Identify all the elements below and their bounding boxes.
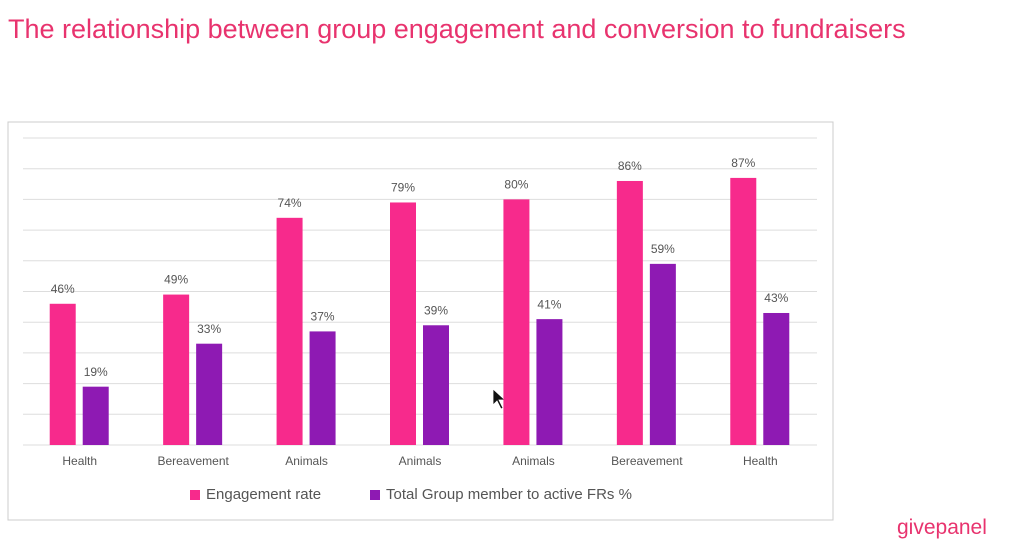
data-label: 86% [618,159,642,173]
legend-swatch [370,490,380,500]
x-tick-label: Bereavement [611,454,683,468]
data-label: 43% [764,291,788,305]
data-label: 39% [424,303,448,317]
bar [49,303,76,445]
bar [616,180,643,446]
data-label: 49% [164,273,188,287]
bar [82,386,109,445]
bar [423,325,449,445]
chart-frame [7,121,834,521]
bar [730,177,757,445]
data-label: 79% [391,181,415,195]
data-label: 74% [278,196,302,210]
data-label: 37% [311,310,335,324]
x-tick-label: Health [62,454,97,468]
data-label: 46% [51,282,75,296]
data-label: 80% [504,178,528,192]
brand-logo: givepanel [897,516,987,539]
legend-swatch [190,490,200,500]
data-label: 59% [651,242,675,256]
bar [163,294,190,445]
bar [536,319,563,445]
data-label: 33% [197,322,221,336]
bar [309,331,336,445]
slide-title: The relationship between group engagemen… [8,14,906,44]
x-tick-label: Animals [285,454,328,468]
x-tick-label: Animals [399,454,442,468]
bar [276,217,303,445]
bar [763,312,790,445]
legend-label: Total Group member to active FRs % [386,486,632,503]
data-label: 87% [731,156,755,170]
data-label: 19% [84,365,108,379]
data-label: 41% [537,297,561,311]
x-tick-label: Animals [512,454,555,468]
bar [196,343,223,445]
x-tick-label: Health [743,454,778,468]
bar [649,263,676,445]
x-tick-label: Bereavement [157,454,229,468]
bar [390,202,416,445]
bar [503,199,530,445]
legend-label: Engagement rate [206,486,321,503]
